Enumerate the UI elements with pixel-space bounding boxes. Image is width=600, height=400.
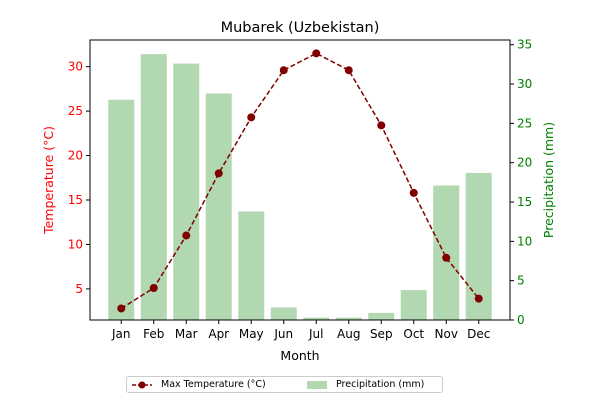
x-tick-label-jul: Jul	[308, 327, 323, 341]
temperature-point-feb	[149, 284, 158, 292]
precipitation-bar-aug	[335, 317, 362, 320]
legend-label-precipitation: Precipitation (mm)	[336, 379, 425, 390]
precipitation-bar-jun	[270, 307, 297, 320]
right-tick-label: 35	[517, 38, 532, 52]
x-axis-label: Month	[280, 348, 319, 363]
legend-entry-temperature: Max Temperature (°C)	[131, 379, 266, 390]
x-tick-label-jun: Jun	[273, 327, 293, 341]
left-tick-label: 25	[68, 104, 83, 118]
x-tick-label-jan: Jan	[111, 327, 131, 341]
left-axis-label: Temperature (°C)	[41, 126, 56, 235]
x-tick-label-feb: Feb	[143, 327, 164, 341]
temperature-point-jan	[117, 304, 126, 313]
x-tick-label-nov: Nov	[435, 327, 458, 341]
legend-entry-precipitation: Precipitation (mm)	[306, 379, 424, 390]
x-axis: Jan Feb Mar Apr May Jun Jul Aug Sep Oct Nov Dec	[111, 320, 490, 341]
right-tick-label: 25	[517, 116, 532, 130]
temperature-point-aug	[344, 66, 353, 75]
precipitation-bar-mar	[173, 63, 200, 320]
x-tick-label-may: May	[239, 327, 264, 341]
temperature-point-may	[247, 113, 256, 122]
x-tick-label-mar: Mar	[175, 327, 198, 341]
precipitation-bar-apr	[205, 93, 232, 320]
precipitation-bar-jan	[108, 99, 135, 320]
temperature-line-path	[120, 52, 480, 310]
plot-frame	[89, 39, 511, 321]
temperature-point-oct	[409, 188, 418, 197]
x-tick-label-oct: Oct	[403, 327, 424, 341]
temperature-point-nov	[442, 253, 451, 262]
precipitation-bar-feb	[140, 54, 167, 321]
right-tick-label: 30	[517, 77, 532, 91]
temperature-point-sep	[377, 121, 386, 130]
temperature-point-jul	[312, 49, 321, 58]
temperature-point-jun	[279, 66, 288, 75]
x-tick-label-aug: Aug	[337, 327, 360, 341]
legend: Max Temperature (°C) Precipitation (mm)	[126, 376, 443, 393]
chart-title: Mubarek (Uzbekistan)	[221, 20, 380, 36]
right-tick-label: 5	[517, 274, 525, 288]
left-tick-label: 30	[68, 60, 83, 74]
temperature-line	[117, 49, 483, 313]
left-axis: 5 10 15 20 25 30	[68, 60, 90, 296]
precipitation-bar-nov	[433, 185, 460, 320]
left-tick-label: 10	[68, 237, 83, 251]
precipitation-bar-oct	[400, 290, 427, 320]
right-tick-label: 20	[517, 156, 532, 170]
left-tick-label: 15	[68, 193, 83, 207]
precipitation-bar-jul	[303, 317, 330, 320]
temperature-point-dec	[474, 294, 483, 303]
right-tick-label: 0	[517, 313, 525, 327]
legend-bar-swatch-icon	[307, 380, 327, 389]
precipitation-bars	[108, 54, 492, 321]
right-tick-label: 15	[517, 195, 532, 209]
left-tick-label: 20	[68, 149, 83, 163]
precipitation-bar-may	[238, 211, 265, 320]
legend-label-temperature: Max Temperature (°C)	[161, 379, 266, 390]
legend-line-marker-icon	[132, 381, 152, 388]
right-axis-label: Precipitation (mm)	[541, 122, 556, 238]
x-tick-label-dec: Dec	[467, 327, 490, 341]
left-tick-label: 5	[75, 282, 83, 296]
temperature-point-mar	[182, 231, 191, 240]
right-axis: 0 5 10 15 20 25 30 35	[510, 38, 532, 327]
x-tick-label-apr: Apr	[208, 327, 229, 341]
x-tick-label-sep: Sep	[370, 327, 393, 341]
precipitation-bar-sep	[368, 312, 395, 320]
temperature-point-apr	[214, 169, 223, 178]
right-tick-label: 10	[517, 234, 532, 248]
